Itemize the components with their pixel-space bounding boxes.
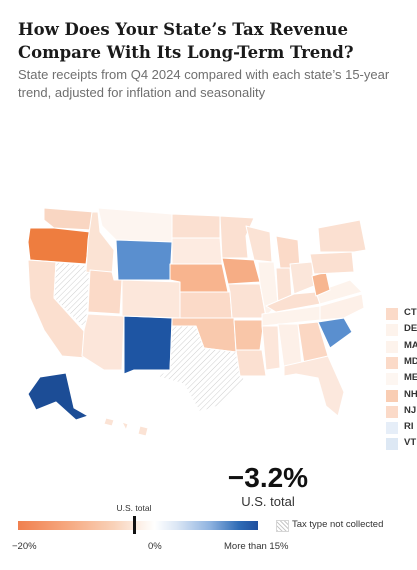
legend-label: RI bbox=[404, 421, 414, 433]
legend-swatch bbox=[386, 356, 398, 369]
state-ar[interactable] bbox=[233, 319, 265, 351]
state-sc[interactable] bbox=[317, 317, 353, 349]
legend-swatch bbox=[386, 373, 398, 386]
legend-row-nh[interactable]: NH bbox=[386, 388, 417, 402]
legend-row-de[interactable]: DE bbox=[386, 323, 417, 337]
us-total-label: U.S. total bbox=[241, 494, 295, 509]
legend-swatch bbox=[386, 438, 398, 451]
state-ia[interactable] bbox=[221, 257, 261, 285]
scale-marker-label: U.S. total bbox=[116, 503, 152, 513]
legend-label: CT bbox=[404, 307, 417, 318]
legend-swatch bbox=[386, 389, 398, 402]
legend-row-nj[interactable]: NJ bbox=[386, 404, 417, 418]
us-total-marker bbox=[133, 516, 136, 534]
state-va[interactable] bbox=[315, 279, 363, 305]
map-title: How Does Your State’s Tax Revenue Compar… bbox=[18, 20, 354, 62]
no-data-label: Tax type not collected bbox=[292, 519, 384, 530]
state-id[interactable] bbox=[85, 211, 115, 277]
state-nm[interactable] bbox=[123, 315, 173, 375]
state-hi[interactable] bbox=[103, 417, 149, 437]
state-wi[interactable] bbox=[245, 225, 273, 263]
state-co[interactable] bbox=[121, 279, 181, 319]
state-ks[interactable] bbox=[179, 291, 233, 319]
legend-swatch bbox=[386, 340, 398, 353]
legend-row-ri[interactable]: RI bbox=[386, 421, 417, 435]
legend-row-vt[interactable]: VT bbox=[386, 437, 417, 451]
state-oh[interactable] bbox=[289, 261, 315, 295]
legend-label: MD bbox=[404, 355, 417, 367]
legend-row-ma[interactable]: MA bbox=[386, 339, 417, 353]
legend-label: MA bbox=[404, 339, 417, 351]
state-fl[interactable] bbox=[283, 355, 345, 417]
legend-row-md[interactable]: MD bbox=[386, 355, 417, 369]
state-la[interactable] bbox=[235, 349, 267, 377]
scale-mid-label: 0% bbox=[148, 541, 162, 552]
legend-label: NJ bbox=[404, 404, 417, 416]
map-subtitle: State receipts from Q4 2024 compared wit… bbox=[18, 67, 390, 100]
state-ny[interactable] bbox=[317, 219, 367, 253]
no-data-swatch bbox=[276, 520, 289, 532]
color-scale-bar bbox=[18, 521, 258, 530]
scale-max-label: More than 15% bbox=[224, 541, 289, 552]
state-ak[interactable] bbox=[27, 372, 89, 421]
state-ms[interactable] bbox=[261, 325, 281, 371]
legend-swatch bbox=[386, 324, 398, 337]
state-wa[interactable] bbox=[43, 207, 95, 231]
state-pa[interactable] bbox=[309, 251, 355, 275]
legend-label: VT bbox=[404, 437, 417, 449]
us-total-value: −3.2% bbox=[227, 462, 309, 493]
state-or[interactable] bbox=[27, 227, 91, 265]
state-az[interactable] bbox=[81, 313, 125, 371]
legend-swatch bbox=[386, 308, 398, 320]
legend-label: DE bbox=[404, 323, 417, 335]
state-nd[interactable] bbox=[171, 213, 221, 239]
scale-min-label: −20% bbox=[12, 541, 37, 552]
legend-label: NH bbox=[404, 388, 417, 400]
legend-swatch bbox=[386, 422, 398, 435]
legend-row-me[interactable]: ME bbox=[386, 372, 417, 386]
state-sd[interactable] bbox=[171, 237, 223, 265]
legend-swatch bbox=[386, 405, 398, 418]
legend-row-ct[interactable]: CT bbox=[386, 307, 417, 320]
state-mt[interactable] bbox=[97, 207, 173, 243]
state-tx[interactable] bbox=[155, 325, 245, 413]
state-mo[interactable] bbox=[227, 283, 267, 319]
state-wy[interactable] bbox=[115, 239, 173, 281]
us-choropleth-map bbox=[27, 207, 367, 437]
state-mn[interactable] bbox=[219, 215, 255, 259]
state-nc[interactable] bbox=[319, 293, 365, 321]
state-al[interactable] bbox=[277, 323, 303, 369]
legend-label: ME bbox=[404, 372, 417, 384]
state-ut[interactable] bbox=[87, 269, 123, 315]
